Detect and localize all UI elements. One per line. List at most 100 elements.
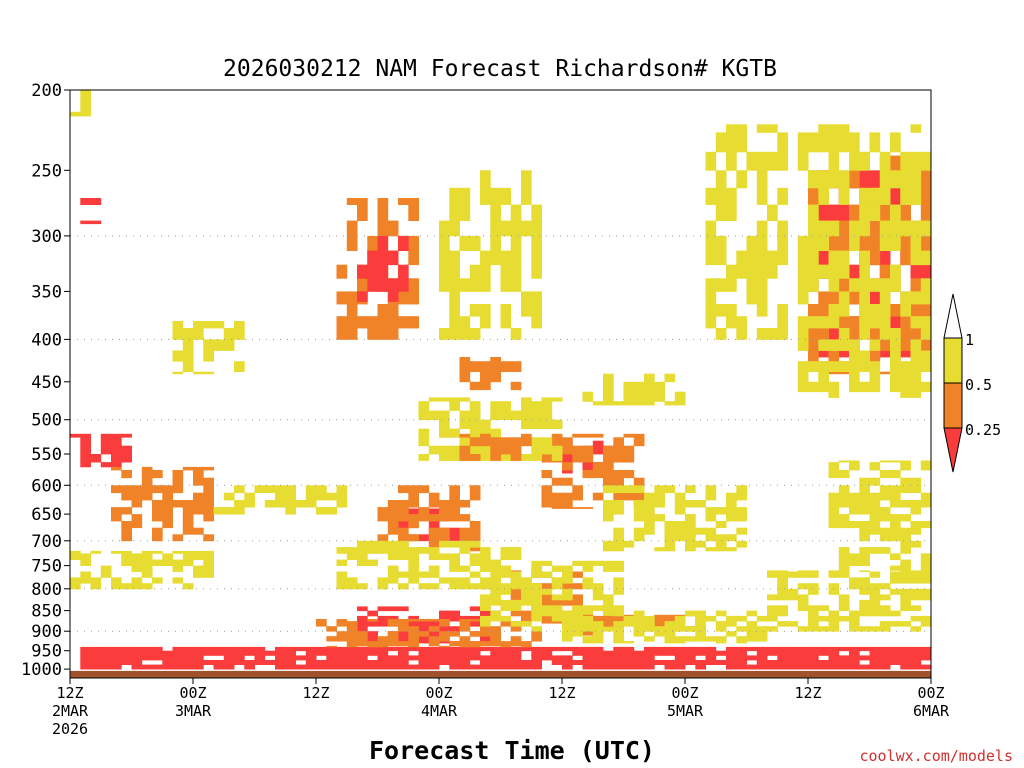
x-tick-label-12-1: 00Z [179, 684, 206, 702]
heatmap-cell-post-frontal-layer-edge [592, 560, 604, 566]
heatmap-cell-low-level-stable-layer [859, 646, 870, 652]
heatmap-cell-low-level-stable-layer [572, 660, 583, 665]
heatmap-cell-low-level-stable-layer [357, 646, 368, 652]
heatmap-cell-low-patches-day6 [828, 621, 840, 627]
heatmap-cell-low-level-stable-layer [551, 660, 563, 665]
heatmap-cell-upper-jet-day6-edge [920, 235, 931, 251]
heatmap-cell-low-level-moist-band [172, 550, 184, 554]
heatmap-cell-upper-jet-day6-outer [920, 220, 931, 237]
heatmap-cell-mid-level-shear-day4-edge [449, 507, 460, 515]
heatmap-cell-low-level-stable-layer [111, 646, 122, 652]
heatmap-cell-upper-jet-day6-outer [890, 204, 901, 221]
heatmap-cell-frontal-layer-slope [162, 500, 173, 508]
heatmap-cell-low-layer-day5-edge [674, 641, 686, 644]
heatmap-cell-mid-patches-day6 [869, 500, 881, 508]
heatmap-cell-mid-level-day5-outer [715, 507, 727, 515]
heatmap-cell-mid-patches-day6 [879, 534, 891, 542]
heatmap-cell-low-level-stable-layer [90, 655, 102, 661]
heatmap-cell-upper-jet-day6-outer [849, 220, 860, 237]
heatmap-cell-low-layer-day5-edge [705, 636, 717, 642]
heatmap-cell-nocturnal-inversion-day4-edge [408, 636, 419, 642]
heatmap-cell-frontal-layer-slope [121, 470, 132, 479]
heatmap-cell-low-level-stable-layer [234, 655, 245, 661]
heatmap-cell-nocturnal-inversion-day4-edge [398, 641, 409, 647]
heatmap-cell-low-level-stable-layer [398, 646, 409, 652]
heatmap-cell-mid-level-dry-band [285, 500, 296, 508]
heatmap-cell-mid-patches-day6 [900, 514, 911, 522]
heatmap-cell-low-patches-day6 [777, 594, 788, 601]
heatmap-cell-low-mid-patches-day4 [428, 565, 440, 572]
heatmap-cell-frontal-layer-slope [121, 534, 132, 542]
heatmap-cell-upper-patches-day5 [715, 278, 727, 292]
heatmap-cell-mid-patches-day4 [521, 419, 532, 429]
heatmap-cell-mid-level-day5-edge [572, 433, 583, 438]
heatmap-cell-low-level-stable-layer [879, 660, 891, 665]
heatmap-cell-low-level-moist-band [131, 553, 143, 560]
heatmap-cell-upper-jet-day6-edge [879, 339, 891, 351]
heatmap-cell-mid-layer-day5-late [603, 381, 614, 393]
heatmap-cell-mid-patches-day4-core [500, 437, 512, 447]
heatmap-cell-mid-level-day5-outer [644, 492, 655, 501]
heatmap-cell-nocturnal-inversion-day4-edge [439, 619, 450, 622]
heatmap-cell-upper-patches-day5 [715, 170, 727, 189]
heatmap-cell-mid-level-day5-edge [592, 470, 604, 479]
heatmap-cell-nocturnal-inversion-day4-edge [418, 631, 430, 637]
heatmap-cell-mid-patches-day6 [890, 534, 901, 542]
y-tick-label-350: 350 [31, 282, 62, 302]
heatmap-cell-low-layer-day5-edge [756, 636, 768, 642]
heatmap-cell-low-level-stable-layer [213, 650, 225, 656]
heatmap-cell-low-level-stable-layer [285, 664, 296, 670]
heatmap-cell-mid-level-day5-edge [613, 445, 624, 455]
heatmap-cell-upper-patches-day4-late [500, 264, 512, 279]
heatmap-cell-mid-patches-day4 [521, 397, 532, 402]
heatmap-cell-mid-level-shear-day4 [449, 527, 460, 535]
heatmap-cell-low-level-stable-layer [459, 664, 471, 670]
heatmap-cell-mid-patches-day6 [900, 540, 911, 548]
heatmap-cell-low-level-stable-layer [418, 664, 430, 670]
heatmap-cell-frontal-layer-slope [172, 534, 184, 542]
heatmap-cell-low-level-stable-layer [469, 646, 481, 652]
heatmap-cell-upper-turbulence-day4-core [377, 235, 389, 251]
heatmap-cell-upper-jet-day6-outer [838, 132, 850, 153]
heatmap-cell-upper-jet-day6-outer [910, 316, 922, 329]
heatmap-cell-mid-level-day5-outer [705, 485, 717, 494]
heatmap-cell-low-level-stable-layer [767, 660, 778, 665]
heatmap-cell-mid-layer-day5-late [633, 381, 645, 393]
heatmap-cell-mid-patches-day4 [459, 410, 471, 421]
heatmap-cell-low-patches-day6 [777, 605, 788, 611]
heatmap-cell-mid-patches-day6 [890, 527, 901, 535]
heatmap-cell-mid-patches-day6 [879, 460, 891, 463]
heatmap-cell-low-patches-day6 [879, 610, 891, 617]
heatmap-cell-upper-turbulence-day4 [408, 235, 419, 251]
heatmap-cell-low-patches-day6 [808, 588, 819, 595]
heatmap-cell-low-patches-day6 [797, 583, 809, 590]
heatmap-cell-nocturnal-inversion-day4-edge [398, 626, 409, 632]
heatmap-cell-upper-jet-day6 [828, 328, 840, 340]
heatmap-cell-upper-patches-day4-late-core [459, 361, 471, 372]
heatmap-cell-mid-level-day5-edge [613, 477, 624, 486]
heatmap-cell-upper-jet-day6 [900, 350, 911, 358]
heatmap-cell-low-patches-day6 [808, 570, 819, 572]
heatmap-cell-nocturnal-inversion-day4-edge [459, 645, 471, 648]
heatmap-cell-upper-patches-day3 [213, 321, 225, 329]
heatmap-cell-upper-turbulence-day4 [367, 235, 378, 251]
heatmap-cell-frontal-layer-slope [152, 507, 163, 515]
heatmap-cell-nocturnal-inversion-day4-edge [387, 641, 399, 647]
heatmap-cell-upper-patches-day5 [756, 264, 768, 279]
heatmap-cell-low-level-stable-layer [849, 655, 860, 661]
heatmap-cell-mid-level-day5-edge [572, 454, 583, 463]
heatmap-cell-post-frontal-layer-edge [541, 560, 553, 566]
heatmap-cell-post-frontal-layer [510, 570, 522, 572]
heatmap-cell-mid-patches-day6 [920, 553, 931, 560]
heatmap-cell-upper-jet-day6-outer [859, 151, 870, 171]
heatmap-cell-low-level-stable-layer [705, 655, 717, 661]
heatmap-cell-mid-patches-day6 [859, 547, 870, 554]
heatmap-cell-low-level-stable-layer [90, 660, 102, 665]
heatmap-cell-mid-level-shear-day4-edge [387, 527, 399, 535]
heatmap-cell-low-level-stable-layer [767, 664, 778, 670]
heatmap-cell-upper-jet-day6-edge [828, 291, 840, 305]
x-tick-label-0-1: 12Z [56, 684, 83, 702]
heatmap-cell-upper-turbulence-day4 [387, 220, 399, 237]
heatmap-cell-low-level-stable-layer [398, 664, 409, 670]
heatmap-cell-low-layer-day5 [654, 614, 665, 617]
